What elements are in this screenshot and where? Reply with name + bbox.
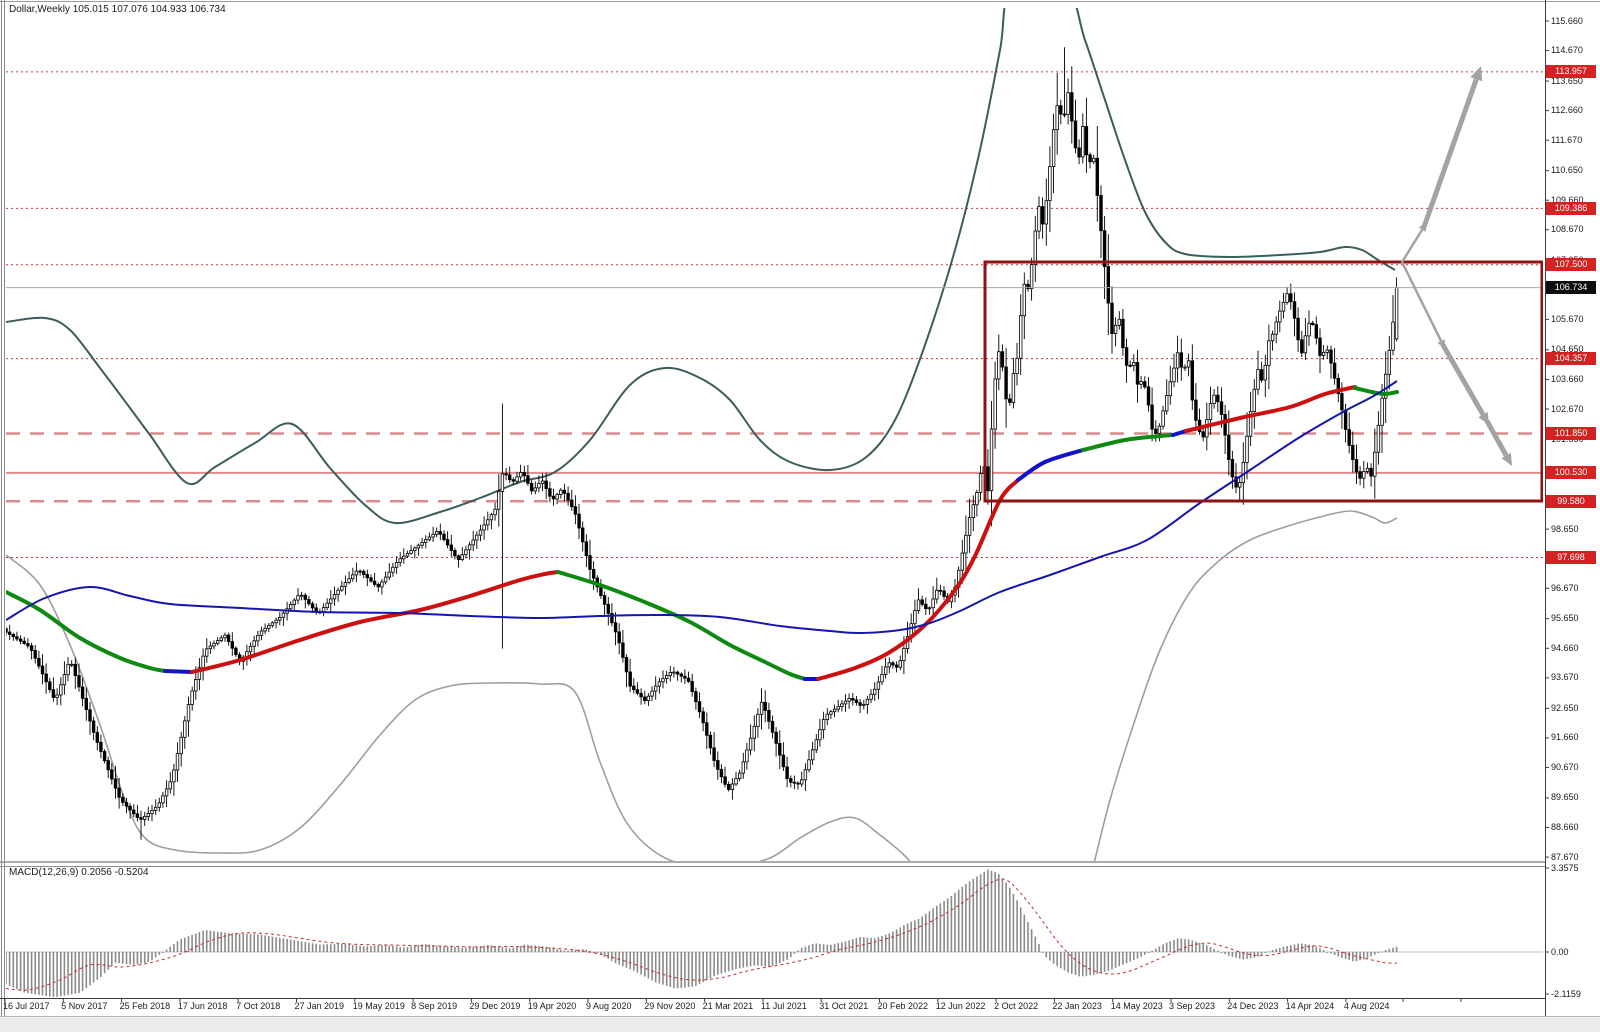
price-level-tag: 113.957 (1546, 65, 1596, 79)
macd-histogram (6, 869, 1398, 997)
bottom-strip (0, 1016, 1600, 1032)
price-axis-label: 104.650 (1551, 344, 1584, 355)
time-axis-label: 11 Jul 2021 (760, 1001, 807, 1011)
time-axis-label: 7 Oct 2018 (236, 1001, 281, 1011)
macd-axis-label: 0.00 (1551, 946, 1569, 957)
price-axis-label: 89.650 (1551, 792, 1579, 803)
price-axis-label: 103.660 (1551, 373, 1584, 384)
ma-thick-green-segment (1081, 433, 1175, 452)
chart-title-ohlc: Dollar,Weekly 105.015 107.076 104.933 10… (9, 4, 226, 15)
consolidation-rectangle[interactable] (983, 260, 1543, 503)
time-axis-label: 3 Sep 2023 (1169, 1001, 1216, 1011)
macd-signal-line (6, 878, 1398, 991)
ma-thick-red-segment (816, 478, 1020, 681)
price-axis-label: 108.670 (1551, 224, 1584, 235)
time-axis-label: 12 Jun 2022 (935, 1001, 986, 1011)
price-axis-label: 87.670 (1551, 851, 1579, 862)
price-axis-label: 98.650 (1551, 523, 1579, 534)
time-axis-label: 2 Oct 2022 (994, 1001, 1039, 1011)
price-axis-label: 95.650 (1551, 613, 1579, 624)
time-axis-label: 4 Aug 2024 (1343, 1001, 1390, 1011)
ma-thick-blue-segment (1016, 448, 1085, 482)
projection-arrow-up[interactable] (1400, 66, 1483, 263)
price-level-tag: 101.850 (1546, 427, 1596, 440)
time-axis-label: 25 Feb 2018 (119, 1001, 171, 1011)
price-axis-label: 114.670 (1551, 45, 1583, 56)
time-axis-label: 21 Mar 2021 (702, 1001, 754, 1011)
ma-thick-blue-segment (1171, 429, 1188, 437)
price-level-tag: 107.500 (1546, 258, 1596, 272)
time-axis-label: 20 Feb 2022 (877, 1001, 929, 1011)
candlestick-series (6, 92, 1399, 820)
candle-wicks (6, 47, 1398, 840)
price-level-tag: 97.698 (1546, 551, 1596, 565)
time-axis-label: 19 May 2019 (352, 1001, 405, 1011)
price-axis-label: 105.670 (1551, 313, 1584, 324)
time-axis-label: 19 Apr 2020 (527, 1001, 577, 1011)
price-axis-label: 102.670 (1551, 403, 1584, 414)
price-axis-label: 110.650 (1551, 165, 1583, 176)
price-level-tag: 104.357 (1546, 352, 1596, 366)
ma-thick-red-segment (190, 570, 560, 674)
ma-thick-blue-segment (163, 669, 194, 674)
bollinger-upper-band (6, 8, 1396, 525)
time-axis-label: 29 Nov 2020 (644, 1001, 696, 1011)
price-axis-label: 111.670 (1551, 134, 1583, 145)
price-axis-label: 115.660 (1551, 15, 1583, 26)
price-axis-label: 112.660 (1551, 105, 1583, 116)
price-axis-label: 92.650 (1551, 702, 1579, 713)
macd-axis-label: 3.3575 (1551, 862, 1579, 873)
time-axis-label: 5 Nov 2017 (61, 1001, 108, 1011)
ma-thick-green-segment (6, 590, 167, 673)
time-axis-label: 22 Jan 2023 (1052, 1001, 1102, 1011)
time-axis-label: 8 Sep 2019 (411, 1001, 458, 1011)
projection-arrow-down[interactable] (1400, 261, 1512, 466)
price-level-tag: 100.530 (1546, 466, 1596, 480)
time-axis-label: 27 Jan 2019 (294, 1001, 345, 1011)
price-level-tag: 99.580 (1546, 494, 1596, 508)
axis-ticks (4, 20, 1549, 1002)
time-axis-label: 9 Aug 2020 (586, 1001, 632, 1011)
time-axis-label: 31 Oct 2021 (819, 1001, 869, 1011)
price-axis-label: 91.660 (1551, 732, 1579, 743)
bollinger-lower-band (6, 510, 1398, 861)
time-axis-label: 17 Jun 2018 (177, 1001, 228, 1011)
time-axis-label: 14 Apr 2024 (1285, 1001, 1335, 1011)
time-axis-label: 16 Jul 2017 (3, 1001, 50, 1011)
current-price-tag: 106.734 (1546, 281, 1596, 295)
main-pane[interactable] (5, 0, 1543, 946)
price-axis-label: 109.660 (1551, 194, 1584, 205)
price-axis-label: 93.670 (1551, 672, 1579, 683)
time-axis-label: 24 Dec 2023 (1227, 1001, 1279, 1011)
macd-axis-label: -2.1159 (1551, 988, 1581, 999)
price-level-tag: 109.386 (1546, 201, 1596, 215)
ma-blue-line (6, 380, 1398, 635)
macd-pane[interactable] (5, 869, 1543, 997)
macd-indicator-label: MACD(12,26,9) 0.2056 -0.5204 (9, 867, 149, 878)
ma-thick-green-segment (1353, 386, 1399, 397)
price-axis-label: 94.660 (1551, 642, 1579, 653)
price-axis-label: 90.670 (1551, 761, 1579, 772)
time-axis-label: 29 Dec 2019 (469, 1001, 521, 1011)
price-axis-label: 96.670 (1551, 582, 1579, 593)
time-axis-label: 14 May 2023 (1110, 1001, 1163, 1011)
ma-thick-red-segment (1184, 385, 1357, 433)
price-axis-label: 88.660 (1551, 821, 1579, 832)
ma-thick-green-segment (556, 570, 807, 681)
price-axis-label: 113.650 (1551, 75, 1583, 86)
